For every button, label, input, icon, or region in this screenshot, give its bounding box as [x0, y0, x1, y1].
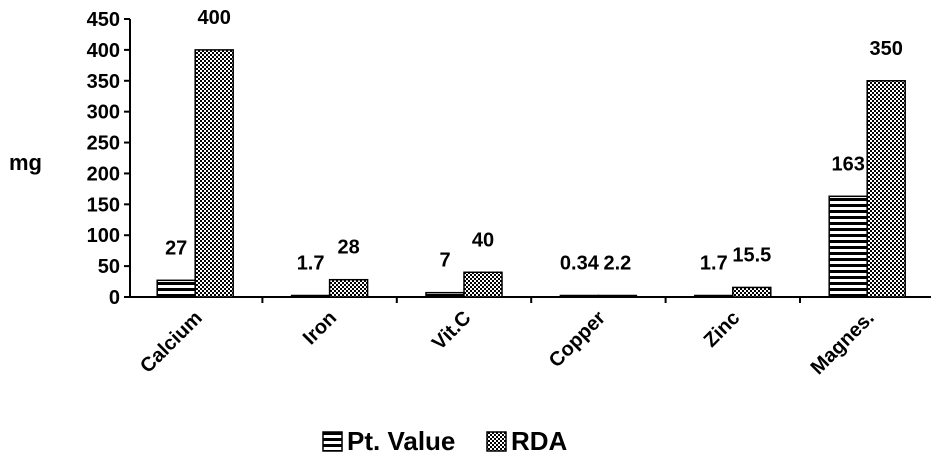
- bar-pt-value: [290, 294, 331, 298]
- bar-pt-value: [425, 291, 465, 298]
- data-label: 27: [165, 237, 187, 259]
- bar-pt-value: [828, 195, 868, 298]
- data-label: 28: [337, 237, 359, 259]
- category-label: Vit.C: [428, 307, 476, 355]
- data-label: 0.34: [560, 253, 600, 275]
- category-label: Magnes.: [807, 307, 879, 379]
- y-tick-label: 100: [87, 225, 120, 247]
- data-label: 7: [439, 250, 450, 272]
- y-tick-label: 50: [98, 256, 120, 278]
- bar-rda: [194, 49, 234, 298]
- y-axis-label: mg: [9, 150, 42, 175]
- y-tick-label: 150: [87, 194, 120, 216]
- bar-rda: [328, 278, 369, 298]
- data-label: 15.5: [732, 244, 771, 266]
- data-label: 400: [198, 7, 231, 29]
- data-label: 40: [472, 229, 494, 251]
- data-label: 2.2: [603, 253, 631, 275]
- category-label: Iron: [299, 307, 341, 349]
- bar-pt-value: [156, 279, 196, 298]
- bar-rda: [463, 271, 503, 298]
- category-label: Zinc: [700, 307, 745, 352]
- category-label: Calcium: [136, 307, 207, 378]
- bar-pt-value: [559, 294, 600, 298]
- bar-pt-value: [694, 294, 734, 298]
- data-label: 350: [870, 38, 903, 60]
- y-tick-label: 350: [87, 71, 120, 93]
- legend-swatch: [486, 431, 507, 452]
- y-tick-label: 0: [109, 287, 120, 309]
- bar-rda: [866, 80, 906, 298]
- bar-rda: [597, 294, 638, 298]
- bar-rda: [732, 286, 772, 298]
- legend: Pt. Value RDA: [322, 426, 568, 456]
- category-label: Copper: [545, 307, 610, 372]
- y-tick-label: 450: [87, 9, 120, 31]
- plot-area: 0 50 100 150 200 250 300 350 400 450 27 400 Calcium 1…: [87, 7, 931, 379]
- legend-swatch: [322, 431, 343, 452]
- y-tick-label: 400: [87, 40, 120, 62]
- y-tick-label: 200: [87, 163, 120, 185]
- legend-label: RDA: [511, 426, 568, 456]
- data-label: 1.7: [297, 253, 325, 275]
- legend-label: Pt. Value: [347, 426, 455, 456]
- y-tick-label: 250: [87, 133, 120, 155]
- data-label: 163: [832, 153, 865, 175]
- data-label: 1.7: [700, 253, 728, 275]
- y-tick-label: 300: [87, 102, 120, 124]
